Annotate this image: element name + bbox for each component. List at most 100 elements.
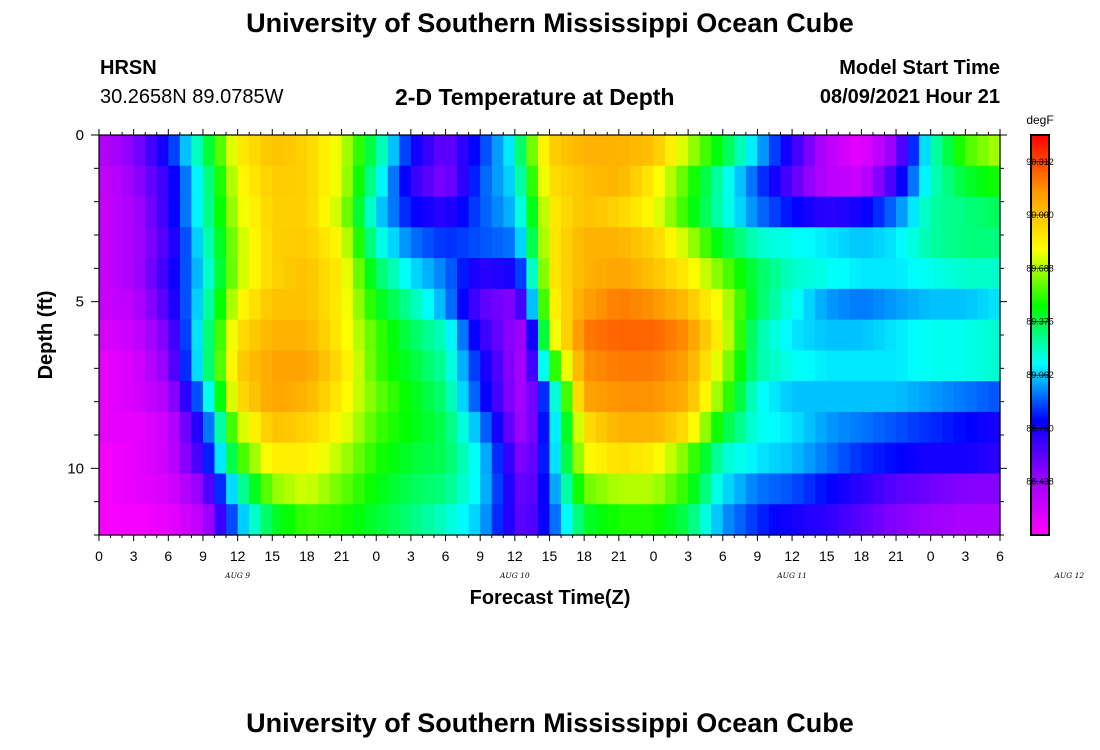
heatmap-cell <box>537 288 551 321</box>
heatmap-cell <box>168 288 181 321</box>
heatmap-cell <box>145 319 158 351</box>
heatmap-cell <box>688 504 701 536</box>
heatmap-cell <box>283 288 296 321</box>
heatmap-cell <box>283 350 296 382</box>
x-tick-label: 12 <box>230 548 246 564</box>
heatmap-cell <box>122 442 135 475</box>
heatmap-cell <box>665 135 678 167</box>
heatmap-cell <box>537 350 551 382</box>
heatmap-cell <box>745 442 759 475</box>
heatmap-cell <box>803 442 816 475</box>
heatmap-cell <box>272 473 285 505</box>
heatmap-cell <box>607 350 620 382</box>
heatmap-cell <box>757 227 770 259</box>
heatmap-cell <box>491 258 504 290</box>
heatmap-cell <box>191 411 204 444</box>
x-tick-label: 15 <box>542 548 558 564</box>
heatmap-cell <box>445 442 458 475</box>
heatmap-cell <box>572 411 585 444</box>
heatmap-cell <box>734 288 747 321</box>
heatmap-cell <box>803 411 816 444</box>
heatmap-cell <box>711 473 724 505</box>
heatmap-cell <box>815 135 828 167</box>
heatmap-cell <box>872 196 886 228</box>
heatmap-cell <box>202 319 216 351</box>
heatmap-cell <box>653 288 666 321</box>
heatmap-cell <box>745 504 759 536</box>
heatmap-cell <box>953 442 966 475</box>
heatmap-cell <box>306 473 320 505</box>
heatmap-cell <box>815 227 828 259</box>
heatmap-cell <box>272 135 285 167</box>
heatmap-cell <box>168 196 181 228</box>
heatmap-cell <box>399 350 412 382</box>
heatmap-cell <box>306 165 320 198</box>
heatmap-cell <box>226 350 239 382</box>
heatmap-cell <box>896 258 909 290</box>
heatmap-cell <box>630 288 643 321</box>
heatmap-cell <box>295 258 308 290</box>
heatmap-cell <box>688 288 701 321</box>
colorbar-tick-label: 89.688 <box>1026 263 1054 273</box>
heatmap-cell <box>480 381 493 413</box>
heatmap-cell <box>641 473 655 505</box>
heatmap-cell <box>896 165 909 198</box>
heatmap-cell <box>595 350 608 382</box>
heatmap-cell <box>145 135 158 167</box>
heatmap-cell <box>734 258 747 290</box>
heatmap-cell <box>202 288 216 321</box>
heatmap-cell <box>907 350 920 382</box>
heatmap-cell <box>884 442 897 475</box>
heatmap-cell <box>353 473 366 505</box>
heatmap-cell <box>826 288 839 321</box>
x-tick-label: 3 <box>684 548 692 564</box>
heatmap-cell <box>133 288 146 321</box>
heatmap-cell <box>838 350 851 382</box>
heatmap-cell <box>179 350 193 382</box>
heatmap-cell <box>584 165 597 198</box>
day-label: AUG 9 <box>224 571 250 580</box>
heatmap-cell <box>145 411 158 444</box>
heatmap-cell <box>641 288 655 321</box>
heatmap-cell <box>110 350 123 382</box>
heatmap-cell <box>665 411 678 444</box>
heatmap-cell <box>976 165 990 198</box>
heatmap-cell <box>884 288 897 321</box>
heatmap-cell <box>468 473 481 505</box>
heatmap-cell <box>919 319 932 351</box>
heatmap-cell <box>514 258 527 290</box>
heatmap-cell <box>872 442 886 475</box>
heatmap-cell <box>503 165 516 198</box>
heatmap-cell <box>480 196 493 228</box>
heatmap-cell <box>757 319 770 351</box>
heatmap-cell <box>376 381 389 413</box>
heatmap-cell <box>618 135 631 167</box>
heatmap-cell <box>364 442 377 475</box>
heatmap-cell <box>780 227 793 259</box>
heatmap-cell <box>364 504 377 536</box>
heatmap-cell <box>595 196 608 228</box>
heatmap-cell <box>191 227 204 259</box>
heatmap-cell <box>156 165 169 198</box>
heatmap-cell <box>249 135 262 167</box>
heatmap-cell <box>145 504 158 536</box>
heatmap-cell <box>330 288 343 321</box>
heatmap-cell <box>214 288 227 321</box>
heatmap-cell <box>676 504 689 536</box>
heatmap-cell <box>792 288 805 321</box>
heatmap-cell <box>422 165 435 198</box>
heatmap-cell <box>930 473 943 505</box>
heatmap-cell <box>122 350 135 382</box>
heatmap-cell <box>237 227 250 259</box>
heatmap-cell <box>988 227 1001 259</box>
heatmap-cell <box>641 258 655 290</box>
heatmap-cell <box>526 411 539 444</box>
heatmap-cell <box>896 135 909 167</box>
heatmap-cell <box>676 288 689 321</box>
heatmap-cell <box>491 411 504 444</box>
heatmap-cell <box>722 411 735 444</box>
heatmap-cell <box>133 196 146 228</box>
heatmap-cell <box>745 288 759 321</box>
heatmap-cell <box>387 504 400 536</box>
heatmap-cell <box>364 473 377 505</box>
